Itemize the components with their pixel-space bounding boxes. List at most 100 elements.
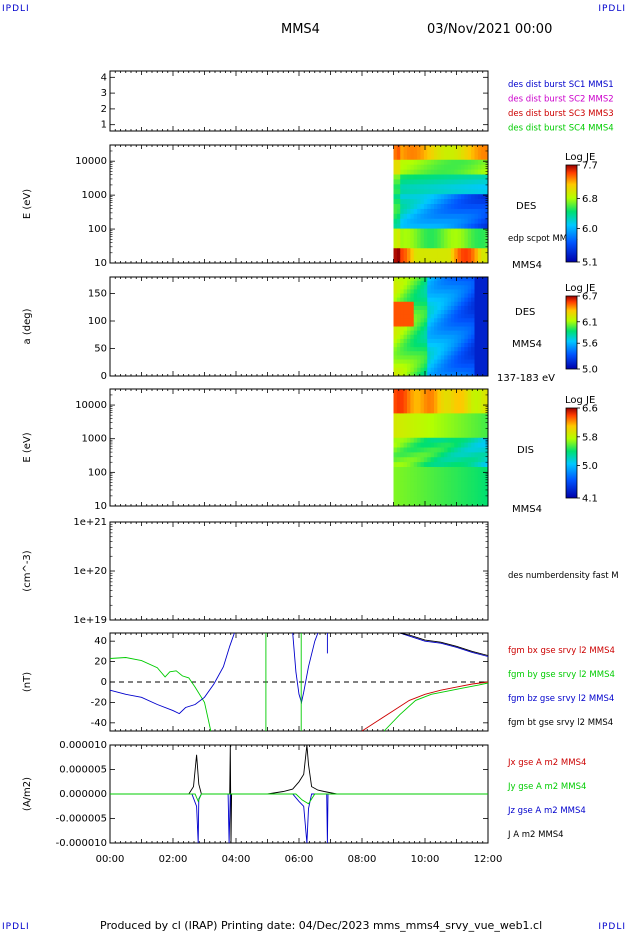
heatmap-cell — [420, 159, 425, 166]
heatmap-cell — [471, 238, 475, 244]
heatmap-cell — [484, 169, 489, 175]
heatmap-cell — [467, 223, 472, 229]
heatmap-cell — [417, 164, 421, 170]
heatmap-cell — [420, 343, 425, 348]
heatmap-cell — [457, 218, 462, 225]
heatmap-cell — [457, 301, 462, 307]
heatmap-cell — [423, 285, 428, 290]
heatmap-cell — [437, 149, 442, 156]
heatmap-cell — [400, 403, 405, 409]
heatmap-cell — [440, 486, 445, 492]
heatmap-cell — [437, 418, 442, 424]
heatmap-cell — [400, 318, 405, 323]
heatmap-cell — [434, 194, 438, 200]
heatmap-cell — [437, 326, 442, 332]
heatmap-cell — [434, 486, 438, 492]
heatmap-cell — [477, 501, 482, 507]
heatmap-cell — [400, 413, 405, 419]
heatmap-cell — [430, 204, 435, 210]
heatmap-cell — [413, 223, 418, 229]
heatmap-cell — [471, 213, 475, 220]
heatmap-cell — [396, 462, 401, 468]
heatmap-cell — [464, 496, 469, 502]
heatmap-cell — [396, 164, 401, 170]
heatmap-cell — [467, 305, 472, 311]
heatmap-cell — [477, 145, 482, 151]
heatmap-cell — [454, 326, 459, 332]
heatmap-cell — [403, 334, 408, 340]
heatmap-cell — [420, 301, 425, 307]
heatmap-cell — [437, 355, 442, 360]
heatmap-cell — [420, 204, 425, 210]
heatmap-cell — [413, 389, 418, 395]
heatmap-cell — [423, 428, 428, 434]
heatmap-cell — [400, 243, 405, 249]
heatmap-cell — [471, 289, 475, 294]
legend-entry: fgm bz gse srvy l2 MMS4 — [508, 694, 614, 704]
heatmap-cell — [444, 447, 448, 453]
heatmap-cell — [413, 314, 418, 319]
heatmap-cell — [484, 277, 489, 282]
heatmap-cell — [477, 367, 482, 373]
heatmap-cell — [396, 351, 401, 356]
heatmap-cell — [450, 413, 455, 419]
heatmap-cell — [396, 330, 401, 336]
heatmap-cell — [471, 189, 475, 195]
heatmap-cell — [400, 238, 405, 244]
y-tick-label: 1e+19 — [73, 615, 107, 626]
heatmap-cell — [471, 281, 475, 286]
heatmap-cell — [403, 208, 408, 215]
heatmap-cell — [420, 423, 425, 429]
heatmap-cell — [403, 318, 408, 323]
heatmap-cell — [400, 293, 405, 299]
heatmap-cell — [481, 334, 486, 340]
heatmap-cell — [427, 330, 432, 336]
heatmap-cell — [420, 418, 425, 424]
heatmap-cell — [437, 199, 442, 205]
heatmap-cell — [484, 238, 489, 244]
heatmap-cell — [440, 253, 445, 259]
heatmap-cell — [467, 418, 472, 424]
heatmap-cell — [417, 258, 421, 264]
heatmap-cell — [407, 363, 411, 369]
panel-2 — [109, 144, 489, 264]
heatmap-cell — [481, 253, 486, 259]
heatmap-cell — [440, 330, 445, 336]
heatmap-cell — [481, 486, 486, 492]
heatmap-cell — [444, 367, 448, 373]
heatmap-cell — [484, 285, 489, 290]
heatmap-cell — [437, 223, 442, 229]
heatmap-cell — [430, 471, 435, 478]
heatmap-cell — [434, 248, 438, 254]
heatmap-cell — [477, 476, 482, 483]
heatmap-cell — [427, 355, 432, 360]
heatmap-cell — [444, 305, 448, 311]
heatmap-cell — [484, 471, 489, 478]
heatmap-cell — [450, 238, 455, 244]
heatmap-cell — [454, 413, 459, 419]
heatmap-cell — [444, 462, 448, 468]
heatmap-cell — [434, 208, 438, 215]
heatmap-cell — [420, 471, 425, 478]
y-tick-label: 10000 — [75, 156, 107, 167]
heatmap-cell — [413, 233, 418, 239]
heatmap-cell — [464, 305, 469, 311]
heatmap-cell — [407, 343, 411, 348]
heatmap-cell — [423, 189, 428, 195]
heatmap-cell — [464, 371, 469, 377]
heatmap-cell — [434, 164, 438, 170]
heatmap-cell — [444, 442, 448, 448]
heatmap-cell — [413, 154, 418, 161]
heatmap-cell — [430, 189, 435, 195]
heatmap-cell — [477, 363, 482, 369]
heatmap-cell — [484, 233, 489, 239]
heatmap-cell — [430, 199, 435, 205]
corner-logo-tl: IPDLI — [2, 4, 30, 14]
heatmap-cell — [450, 338, 455, 344]
y-tick-label: 10000 — [75, 400, 107, 411]
heatmap-cell — [464, 189, 469, 195]
heatmap-cell — [427, 289, 432, 294]
heatmap-cell — [461, 164, 465, 170]
heatmap-cell — [477, 447, 482, 453]
heatmap-cell — [423, 347, 428, 352]
